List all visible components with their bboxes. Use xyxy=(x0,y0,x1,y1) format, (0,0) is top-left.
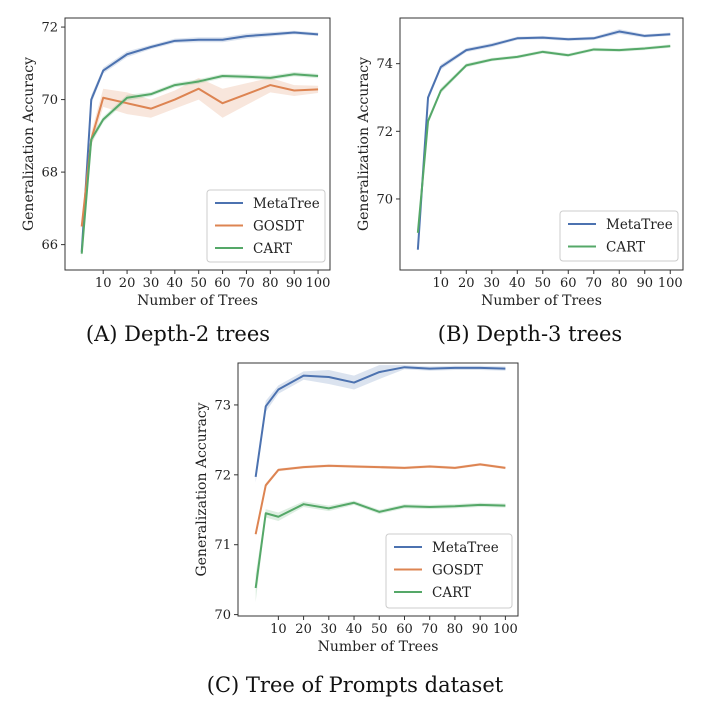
x-tick-label: 50 xyxy=(190,276,207,291)
series-cart-band xyxy=(417,44,671,236)
legend-cart-label: CART xyxy=(432,585,471,601)
x-tick-label: 10 xyxy=(270,622,287,637)
legend-cart-label: CART xyxy=(606,240,645,256)
series-gosdt-band xyxy=(81,77,319,231)
x-tick-label: 70 xyxy=(238,276,255,291)
series-gosdt-line xyxy=(254,463,506,535)
y-tick-label: 71 xyxy=(214,538,231,553)
x-tick-label: 30 xyxy=(321,622,338,637)
x-tick-label: 80 xyxy=(262,276,279,291)
y-tick-label: 72 xyxy=(376,125,393,140)
x-tick-label: 90 xyxy=(286,276,303,291)
x-axis-label: Number of Trees xyxy=(137,293,258,309)
y-tick-label: 68 xyxy=(41,166,58,181)
x-tick-label: 80 xyxy=(611,276,628,291)
x-tick-label: 30 xyxy=(484,276,501,291)
x-tick-label: 70 xyxy=(585,276,602,291)
y-tick-label: 70 xyxy=(214,608,231,623)
legend-metatree-label: MetaTree xyxy=(432,540,499,556)
series-cart-line xyxy=(416,45,671,233)
legend-cart-label: CART xyxy=(253,241,292,257)
chart-caption: (B) Depth-3 trees xyxy=(438,322,622,346)
y-axis-label: Generalization Accuracy xyxy=(194,402,210,576)
y-tick-label: 72 xyxy=(41,21,58,36)
series-metatree-line xyxy=(80,31,319,252)
y-tick-label: 70 xyxy=(376,192,393,207)
x-tick-label: 10 xyxy=(95,276,112,291)
x-tick-label: 60 xyxy=(396,622,413,637)
x-tick-label: 20 xyxy=(119,276,136,291)
x-tick-label: 50 xyxy=(535,276,552,291)
chart-caption: (A) Depth-2 trees xyxy=(86,322,270,346)
y-tick-label: 72 xyxy=(214,468,231,483)
plot-frame xyxy=(399,17,684,271)
x-tick-label: 50 xyxy=(371,622,388,637)
x-tick-label: 20 xyxy=(295,622,312,637)
series-gosdt-line xyxy=(80,84,319,227)
series-metatree-line xyxy=(416,30,671,250)
y-tick-label: 70 xyxy=(41,93,58,108)
x-tick-label: 70 xyxy=(421,622,438,637)
y-axis-label: Generalization Accuracy xyxy=(356,57,372,231)
chart-tree-of-prompts: 10 20 30 40 50 60 70 80 90 100 70 71 72 73 Number of T… xyxy=(194,362,519,697)
series-cart-line xyxy=(254,501,506,589)
chart-caption: (C) Tree of Prompts dataset xyxy=(207,673,504,697)
x-tick-label: 100 xyxy=(493,622,518,637)
legend-box xyxy=(206,189,326,263)
legend-metatree-label: MetaTree xyxy=(253,196,320,212)
x-tick-label: 40 xyxy=(167,276,184,291)
legend-metatree-label: MetaTree xyxy=(606,217,673,233)
legend-box xyxy=(385,533,513,609)
legend-gosdt-label: GOSDT xyxy=(253,219,304,235)
series-metatree-line xyxy=(254,366,506,478)
x-tick-label: 100 xyxy=(658,276,683,291)
x-tick-label: 100 xyxy=(306,276,331,291)
x-axis-label: Number of Trees xyxy=(318,639,439,655)
series-cart-line xyxy=(80,73,319,254)
y-axis-label: Generalization Accuracy xyxy=(21,57,37,231)
series-gosdt-band xyxy=(255,462,506,537)
chart-depth-3: 10 20 30 40 50 60 70 80 90 100 70 72 74 Number of Tre… xyxy=(356,17,684,346)
x-tick-label: 40 xyxy=(509,276,526,291)
x-tick-label: 80 xyxy=(447,622,464,637)
x-tick-label: 10 xyxy=(433,276,450,291)
x-tick-label: 40 xyxy=(346,622,363,637)
y-tick-label: 74 xyxy=(376,57,393,72)
chart-depth-2: 10 20 30 40 50 60 70 80 90 100 66 68 70 72 Number of T… xyxy=(21,17,331,346)
y-tick-label: 73 xyxy=(214,398,231,413)
y-tick-label: 66 xyxy=(41,238,58,253)
x-tick-label: 60 xyxy=(560,276,577,291)
x-tick-label: 90 xyxy=(636,276,653,291)
x-tick-label: 30 xyxy=(143,276,160,291)
plot-frame xyxy=(237,362,519,617)
legend-gosdt-label: GOSDT xyxy=(432,563,483,579)
x-tick-label: 60 xyxy=(214,276,231,291)
plot-frame xyxy=(64,17,331,271)
x-tick-label: 20 xyxy=(458,276,475,291)
x-axis-label: Number of Trees xyxy=(481,293,602,309)
x-tick-label: 90 xyxy=(472,622,489,637)
